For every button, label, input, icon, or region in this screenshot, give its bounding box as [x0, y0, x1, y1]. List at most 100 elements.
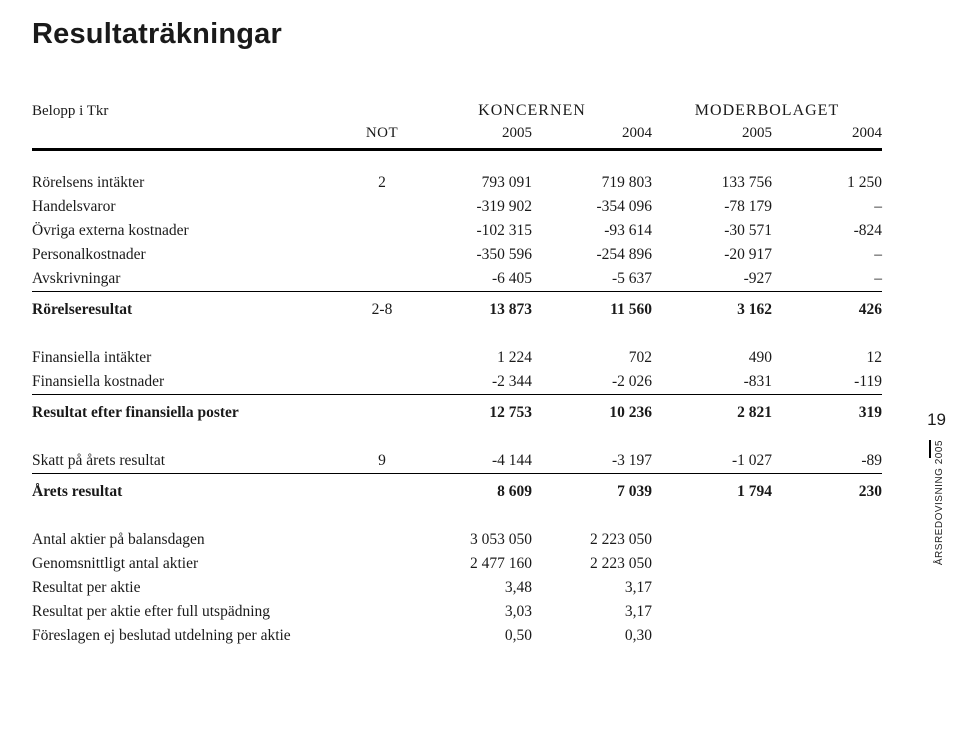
cell-value: -78 179 — [652, 195, 772, 219]
table-row: Finansiella kostnader -2 344 -2 026 -831… — [32, 370, 882, 395]
page-number: 19 — [927, 410, 946, 430]
cell-label: Resultat per aktie efter full utspädning — [32, 600, 352, 624]
cell-value: 1 224 — [412, 346, 532, 370]
cell-not — [352, 243, 412, 267]
cell-value: 12 753 — [412, 401, 532, 425]
cell-value: 230 — [772, 480, 882, 504]
cell-value: 13 873 — [412, 298, 532, 322]
cell-value: 10 236 — [532, 401, 652, 425]
cell-value: -119 — [772, 370, 882, 395]
cell-value: -1 027 — [652, 449, 772, 474]
cell-not — [352, 624, 412, 648]
cell-value: 2 223 050 — [532, 528, 652, 552]
cell-not: 2-8 — [352, 298, 412, 322]
cell-value: 793 091 — [412, 171, 532, 195]
cell-value: 3,17 — [532, 576, 652, 600]
cell-label: Övriga externa kostnader — [32, 219, 352, 243]
income-statement-table: Belopp i Tkr KONCERNEN MODERBOLAGET NOT … — [32, 99, 882, 648]
cell-value: 426 — [772, 298, 882, 322]
cell-value: -831 — [652, 370, 772, 395]
year-col-2: 2004 — [532, 122, 652, 150]
year-col-3: 2005 — [652, 122, 772, 150]
cell-value: 7 039 — [532, 480, 652, 504]
cell-not — [352, 552, 412, 576]
cell-label: Handelsvaror — [32, 195, 352, 219]
cell-value: -2 344 — [412, 370, 532, 395]
cell-value: -20 917 — [652, 243, 772, 267]
table-row: Skatt på årets resultat 9 -4 144 -3 197 … — [32, 449, 882, 474]
cell-value: 0,50 — [412, 624, 532, 648]
cell-label: Skatt på årets resultat — [32, 449, 352, 474]
cell-not — [352, 480, 412, 504]
table-row: Föreslagen ej beslutad utdelning per akt… — [32, 624, 882, 648]
cell-label: Resultat efter finansiella poster — [32, 401, 352, 425]
cell-value: 3,48 — [412, 576, 532, 600]
table-year-header: NOT 2005 2004 2005 2004 — [32, 122, 882, 150]
cell-value: -350 596 — [412, 243, 532, 267]
table-row-subtotal: Rörelseresultat 2-8 13 873 11 560 3 162 … — [32, 298, 882, 322]
table-row: Resultat per aktie 3,48 3,17 — [32, 576, 882, 600]
cell-value: -319 902 — [412, 195, 532, 219]
cell-not — [352, 528, 412, 552]
cell-value: 133 756 — [652, 171, 772, 195]
cell-value: -927 — [652, 267, 772, 292]
cell-label: Personalkostnader — [32, 243, 352, 267]
cell-value: 2 477 160 — [412, 552, 532, 576]
cell-value: 2 223 050 — [532, 552, 652, 576]
cell-value: 2 821 — [652, 401, 772, 425]
table-row: Avskrivningar -6 405 -5 637 -927 – — [32, 267, 882, 292]
cell-value: – — [772, 195, 882, 219]
cell-value: 0,30 — [532, 624, 652, 648]
cell-value: -5 637 — [532, 267, 652, 292]
side-divider — [929, 440, 931, 458]
cell-value: -4 144 — [412, 449, 532, 474]
cell-value: 490 — [652, 346, 772, 370]
cell-value: -354 096 — [532, 195, 652, 219]
side-caption: ÅRSREDOVISNING 2005 — [935, 440, 945, 565]
cell-value — [652, 600, 772, 624]
cell-value: -6 405 — [412, 267, 532, 292]
table-row: Övriga externa kostnader -102 315 -93 61… — [32, 219, 882, 243]
table-row: Antal aktier på balansdagen 3 053 050 2 … — [32, 528, 882, 552]
cell-not — [352, 219, 412, 243]
cell-value: -93 614 — [532, 219, 652, 243]
page-title: Resultaträkningar — [32, 18, 904, 51]
cell-value: -2 026 — [532, 370, 652, 395]
cell-value: -102 315 — [412, 219, 532, 243]
cell-value — [772, 576, 882, 600]
cell-not — [352, 195, 412, 219]
cell-not: 2 — [352, 171, 412, 195]
table-row: Finansiella intäkter 1 224 702 490 12 — [32, 346, 882, 370]
cell-value: 1 794 — [652, 480, 772, 504]
cell-value — [772, 552, 882, 576]
cell-label: Rörelsens intäkter — [32, 171, 352, 195]
cell-value: 719 803 — [532, 171, 652, 195]
cell-value: 11 560 — [532, 298, 652, 322]
cell-value: 3,03 — [412, 600, 532, 624]
table-group-header: Belopp i Tkr KONCERNEN MODERBOLAGET — [32, 99, 882, 122]
cell-label: Föreslagen ej beslutad utdelning per akt… — [32, 624, 352, 648]
cell-value: 319 — [772, 401, 882, 425]
cell-value: -3 197 — [532, 449, 652, 474]
cell-value — [772, 600, 882, 624]
cell-label: Avskrivningar — [32, 267, 352, 292]
cell-value — [652, 576, 772, 600]
cell-value: 8 609 — [412, 480, 532, 504]
cell-value: – — [772, 243, 882, 267]
not-header: NOT — [352, 122, 412, 150]
cell-value: -824 — [772, 219, 882, 243]
group-header-moderbolaget: MODERBOLAGET — [652, 99, 882, 122]
table-row-subtotal: Resultat efter finansiella poster 12 753… — [32, 401, 882, 425]
year-col-4: 2004 — [772, 122, 882, 150]
table-row: Handelsvaror -319 902 -354 096 -78 179 – — [32, 195, 882, 219]
cell-value — [652, 528, 772, 552]
cell-value: -30 571 — [652, 219, 772, 243]
table-row-total: Årets resultat 8 609 7 039 1 794 230 — [32, 480, 882, 504]
cell-value: 702 — [532, 346, 652, 370]
cell-value: 3 053 050 — [412, 528, 532, 552]
cell-label: Antal aktier på balansdagen — [32, 528, 352, 552]
cell-not — [352, 370, 412, 395]
cell-value: – — [772, 267, 882, 292]
cell-label: Resultat per aktie — [32, 576, 352, 600]
cell-label: Genomsnittligt antal aktier — [32, 552, 352, 576]
